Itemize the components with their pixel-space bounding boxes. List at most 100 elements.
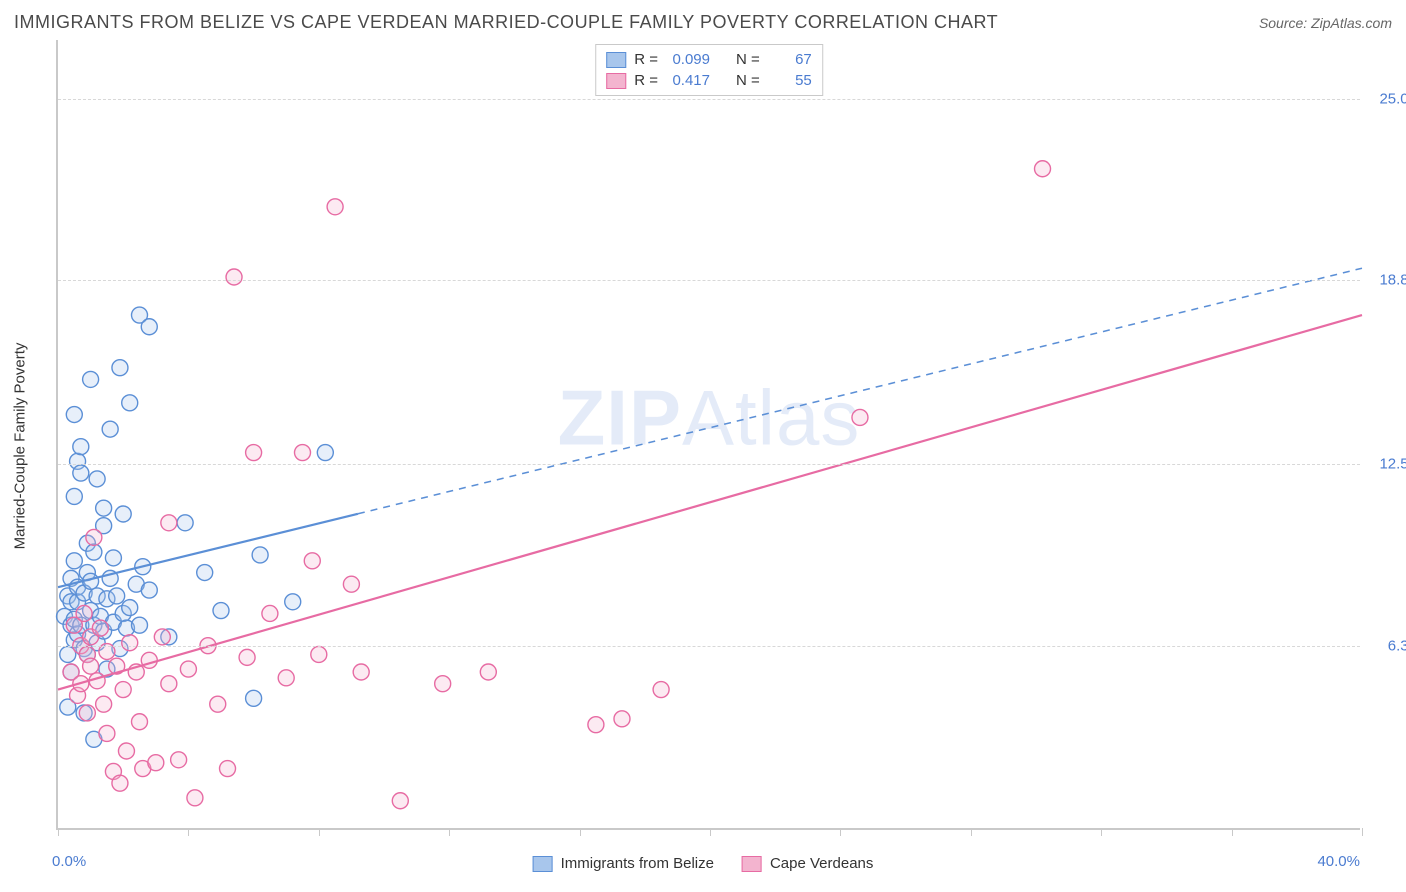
data-point	[86, 544, 102, 560]
legend-n-label: N =	[736, 72, 760, 89]
y-tick-label: 12.5%	[1379, 456, 1406, 473]
legend-stats: R =0.099N =67R =0.417N =55	[595, 44, 823, 96]
x-tick	[840, 828, 841, 836]
legend-series-item: Cape Verdeans	[742, 855, 873, 872]
data-point	[96, 500, 112, 516]
x-tick	[58, 828, 59, 836]
data-point	[246, 690, 262, 706]
legend-n-value: 67	[768, 51, 812, 68]
x-tick	[449, 828, 450, 836]
data-point	[102, 421, 118, 437]
x-axis-end-label: 40.0%	[1317, 853, 1360, 870]
data-point	[118, 743, 134, 759]
data-point	[392, 793, 408, 809]
data-point	[246, 445, 262, 461]
chart-plot-area: ZIPAtlas R =0.099N =67R =0.417N =55 6.3%…	[56, 40, 1360, 830]
data-point	[220, 761, 236, 777]
data-point	[480, 664, 496, 680]
data-point	[132, 617, 148, 633]
data-point	[327, 199, 343, 215]
legend-swatch	[742, 856, 762, 872]
legend-n-label: N =	[736, 51, 760, 68]
data-point	[180, 661, 196, 677]
data-point	[317, 445, 333, 461]
data-point	[278, 670, 294, 686]
data-point	[311, 646, 327, 662]
data-point	[122, 635, 138, 651]
data-point	[161, 515, 177, 531]
legend-stats-row: R =0.417N =55	[606, 70, 812, 91]
data-point	[115, 682, 131, 698]
data-point	[343, 576, 359, 592]
data-point	[295, 445, 311, 461]
legend-series: Immigrants from Belize Cape Verdeans	[533, 855, 874, 872]
legend-series-label: Immigrants from Belize	[561, 855, 714, 872]
data-point	[177, 515, 193, 531]
chart-source: Source: ZipAtlas.com	[1259, 15, 1392, 31]
data-point	[86, 529, 102, 545]
data-point	[148, 755, 164, 771]
data-point	[89, 471, 105, 487]
x-tick	[1232, 828, 1233, 836]
trend-line-dashed	[358, 268, 1362, 514]
data-point	[197, 565, 213, 581]
y-tick-label: 25.0%	[1379, 90, 1406, 107]
legend-swatch	[606, 52, 626, 68]
x-tick	[971, 828, 972, 836]
data-point	[154, 629, 170, 645]
legend-r-label: R =	[634, 72, 658, 89]
gridline-h	[58, 646, 1360, 647]
legend-n-value: 55	[768, 72, 812, 89]
data-point	[285, 594, 301, 610]
data-point	[304, 553, 320, 569]
data-point	[112, 360, 128, 376]
data-point	[353, 664, 369, 680]
chart-title: IMMIGRANTS FROM BELIZE VS CAPE VERDEAN M…	[14, 12, 998, 33]
data-point	[109, 588, 125, 604]
data-point	[614, 711, 630, 727]
legend-stats-row: R = 0.099 N = 67	[606, 49, 812, 70]
data-point	[132, 714, 148, 730]
data-point	[99, 725, 115, 741]
data-point	[92, 620, 108, 636]
x-axis-start-label: 0.0%	[52, 853, 86, 870]
data-point	[66, 407, 82, 423]
data-point	[122, 600, 138, 616]
data-point	[435, 676, 451, 692]
gridline-h	[58, 280, 1360, 281]
data-point	[83, 658, 99, 674]
trend-line-solid	[58, 315, 1362, 690]
data-point	[252, 547, 268, 563]
data-point	[73, 465, 89, 481]
y-axis-label: Married-Couple Family Poverty	[12, 343, 29, 550]
x-tick	[319, 828, 320, 836]
data-point	[262, 605, 278, 621]
data-point	[96, 696, 112, 712]
data-point	[239, 649, 255, 665]
data-point	[122, 395, 138, 411]
data-point	[105, 550, 121, 566]
data-point	[213, 603, 229, 619]
legend-series-item: Immigrants from Belize	[533, 855, 714, 872]
data-point	[66, 488, 82, 504]
data-point	[112, 775, 128, 791]
data-point	[141, 582, 157, 598]
x-tick	[1362, 828, 1363, 836]
gridline-h	[58, 464, 1360, 465]
data-point	[115, 506, 131, 522]
legend-r-value: 0.099	[666, 51, 710, 68]
data-point	[79, 705, 95, 721]
legend-series-label: Cape Verdeans	[770, 855, 873, 872]
x-tick	[580, 828, 581, 836]
data-point	[653, 682, 669, 698]
data-point	[852, 409, 868, 425]
x-tick	[710, 828, 711, 836]
legend-r-label: R =	[634, 51, 658, 68]
data-point	[76, 605, 92, 621]
x-tick	[1101, 828, 1102, 836]
legend-swatch	[606, 73, 626, 89]
data-point	[73, 439, 89, 455]
data-point	[1035, 161, 1051, 177]
data-point	[210, 696, 226, 712]
data-point	[83, 371, 99, 387]
